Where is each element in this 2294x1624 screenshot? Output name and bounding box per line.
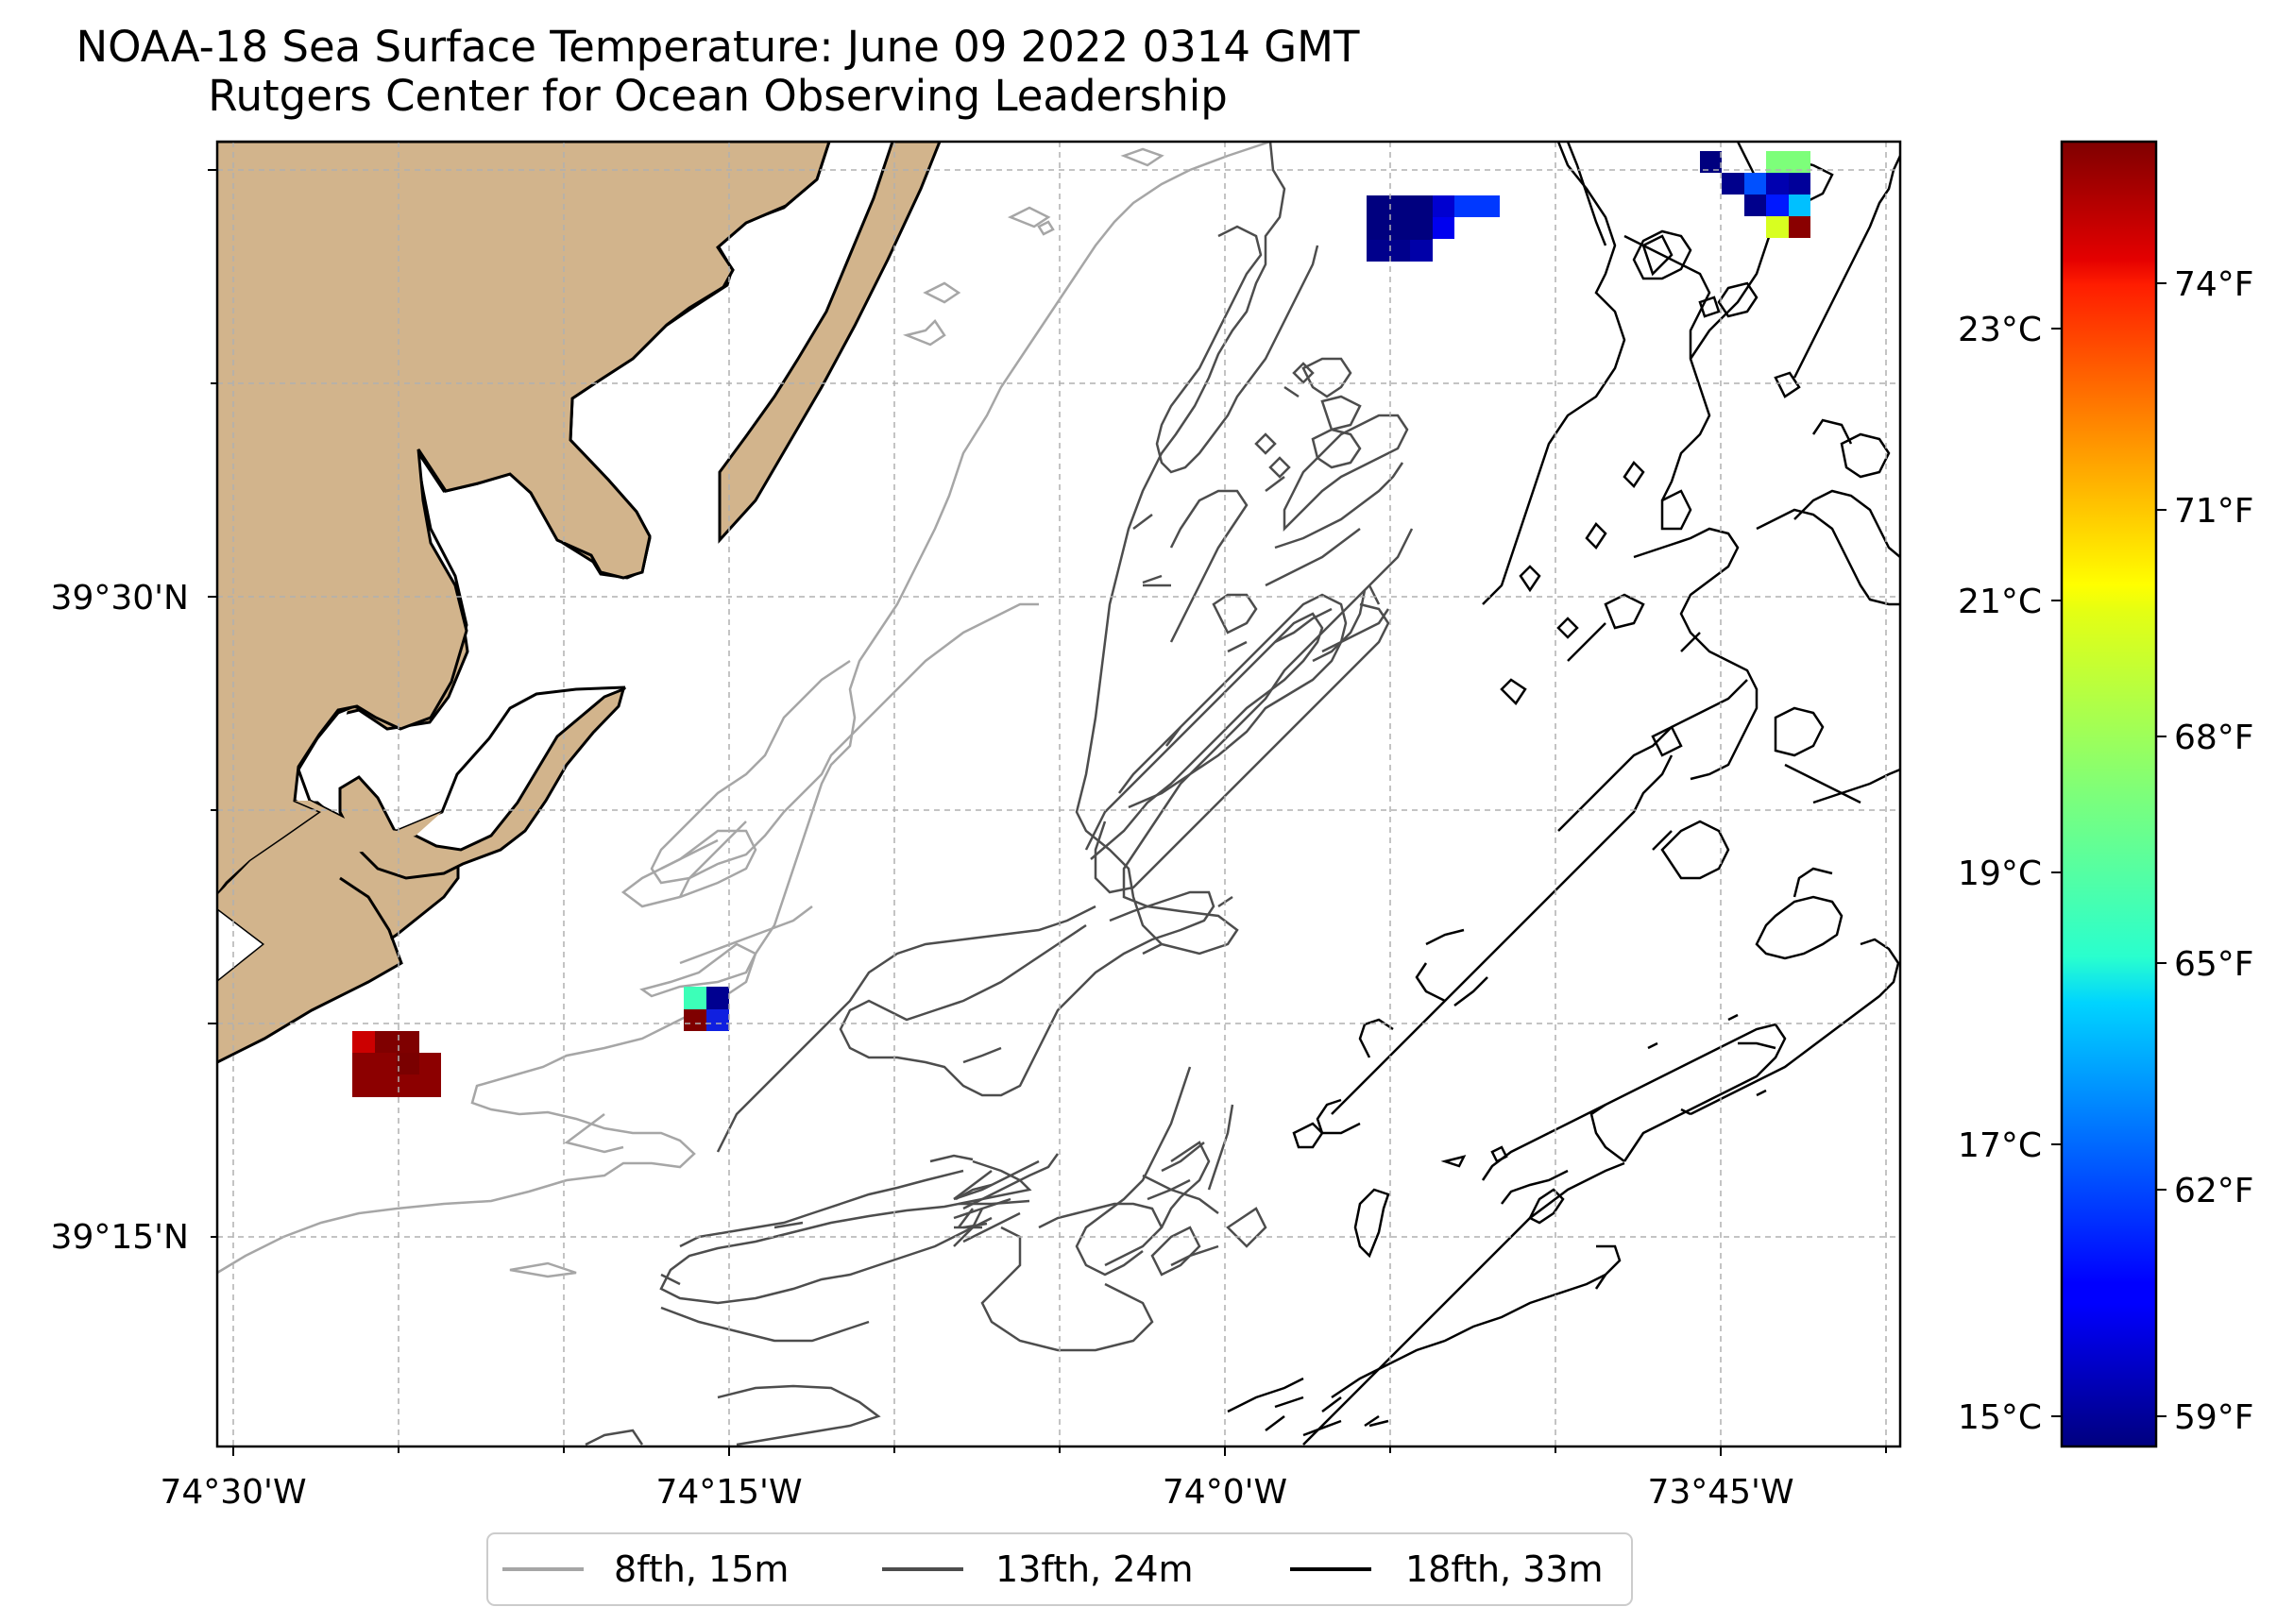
lat-label: 39°30'N: [51, 579, 189, 617]
lon-label: 74°0'W: [1163, 1473, 1287, 1512]
celsius-label: 23°C: [1958, 311, 2042, 349]
sst-pixel: [1454, 195, 1500, 217]
sst-pixel: [1766, 195, 1789, 216]
sst-pixel: [1410, 240, 1433, 262]
legend-box: [486, 1532, 1633, 1606]
isobath-18fth: [1227, 142, 1900, 1446]
lat-axis-labels: 39°30'N 39°15'N: [51, 579, 189, 1257]
colorbar: 23°C 21°C 19°C 17°C 15°C 74°F 71°F 68°F …: [1958, 140, 2254, 1448]
sst-pixel: [1700, 151, 1722, 173]
fahrenheit-label: 65°F: [2174, 945, 2254, 984]
legend-label-13fth: 13fth, 24m: [995, 1548, 1194, 1590]
map-area: [217, 142, 1900, 1446]
sst-pixel: [1766, 216, 1789, 238]
celsius-label: 19°C: [1958, 854, 2042, 893]
lon-label: 74°30'W: [160, 1473, 306, 1512]
title-line-2: Rutgers Center for Ocean Observing Leade…: [208, 71, 1228, 121]
sst-pixel: [706, 987, 729, 1009]
sst-pixel: [1744, 173, 1766, 195]
sst-pixel: [1433, 195, 1454, 217]
sst-pixel: [1367, 240, 1410, 262]
gridlines: [217, 142, 1900, 1446]
lon-axis-labels: 74°30'W 74°15'W 74°0'W 73°45'W: [160, 1473, 1793, 1512]
fahrenheit-label: 74°F: [2174, 265, 2254, 304]
colorbar-ticks: [2051, 282, 2167, 1417]
fahrenheit-label: 71°F: [2174, 492, 2254, 531]
celsius-label: 15°C: [1958, 1398, 2042, 1437]
fahrenheit-label: 62°F: [2174, 1172, 2254, 1210]
sst-pixel: [1766, 151, 1810, 173]
colorbar-fahrenheit-labels: 74°F 71°F 68°F 65°F 62°F 59°F: [2174, 265, 2254, 1437]
sst-pixel: [375, 1031, 419, 1053]
fahrenheit-label: 68°F: [2174, 719, 2254, 757]
celsius-label: 21°C: [1958, 583, 2042, 621]
sst-pixel: [706, 1009, 729, 1031]
colorbar-celsius-labels: 23°C 21°C 19°C 17°C 15°C: [1958, 311, 2042, 1437]
sst-pixel: [684, 1009, 706, 1031]
title-line-1: NOAA-18 Sea Surface Temperature: June 09…: [76, 22, 1360, 72]
sst-pixel: [397, 1053, 419, 1074]
legend: 8fth, 15m 13fth, 24m 18fth, 33m: [486, 1532, 1633, 1606]
sst-pixel: [684, 987, 706, 1009]
lon-label: 73°45'W: [1647, 1473, 1793, 1512]
sst-pixel: [1789, 216, 1810, 238]
sst-pixel: [1766, 173, 1789, 195]
colorbar-gradient: [2060, 140, 2158, 1448]
sst-pixel: [1433, 217, 1454, 239]
axis-ticks: [208, 169, 1887, 1456]
chart-title: NOAA-18 Sea Surface Temperature: June 09…: [0, 23, 1436, 121]
lat-label: 39°15'N: [51, 1218, 189, 1257]
land: [217, 142, 944, 1064]
sst-pixel: [1722, 173, 1744, 195]
isobath-8fth: [217, 142, 1271, 1278]
lon-label: 74°15'W: [655, 1473, 802, 1512]
legend-label-8fth: 8fth, 15m: [614, 1548, 789, 1590]
sst-pixel: [1744, 195, 1766, 216]
legend-label-18fth: 18fth, 33m: [1405, 1548, 1604, 1590]
celsius-label: 17°C: [1958, 1126, 2042, 1165]
fahrenheit-label: 59°F: [2174, 1398, 2254, 1437]
sst-pixels: [352, 151, 1810, 1097]
sst-pixel: [1789, 195, 1810, 216]
isobath-13fth: [585, 142, 1414, 1446]
sst-pixel: [352, 1031, 375, 1053]
sst-pixel: [1789, 173, 1810, 195]
